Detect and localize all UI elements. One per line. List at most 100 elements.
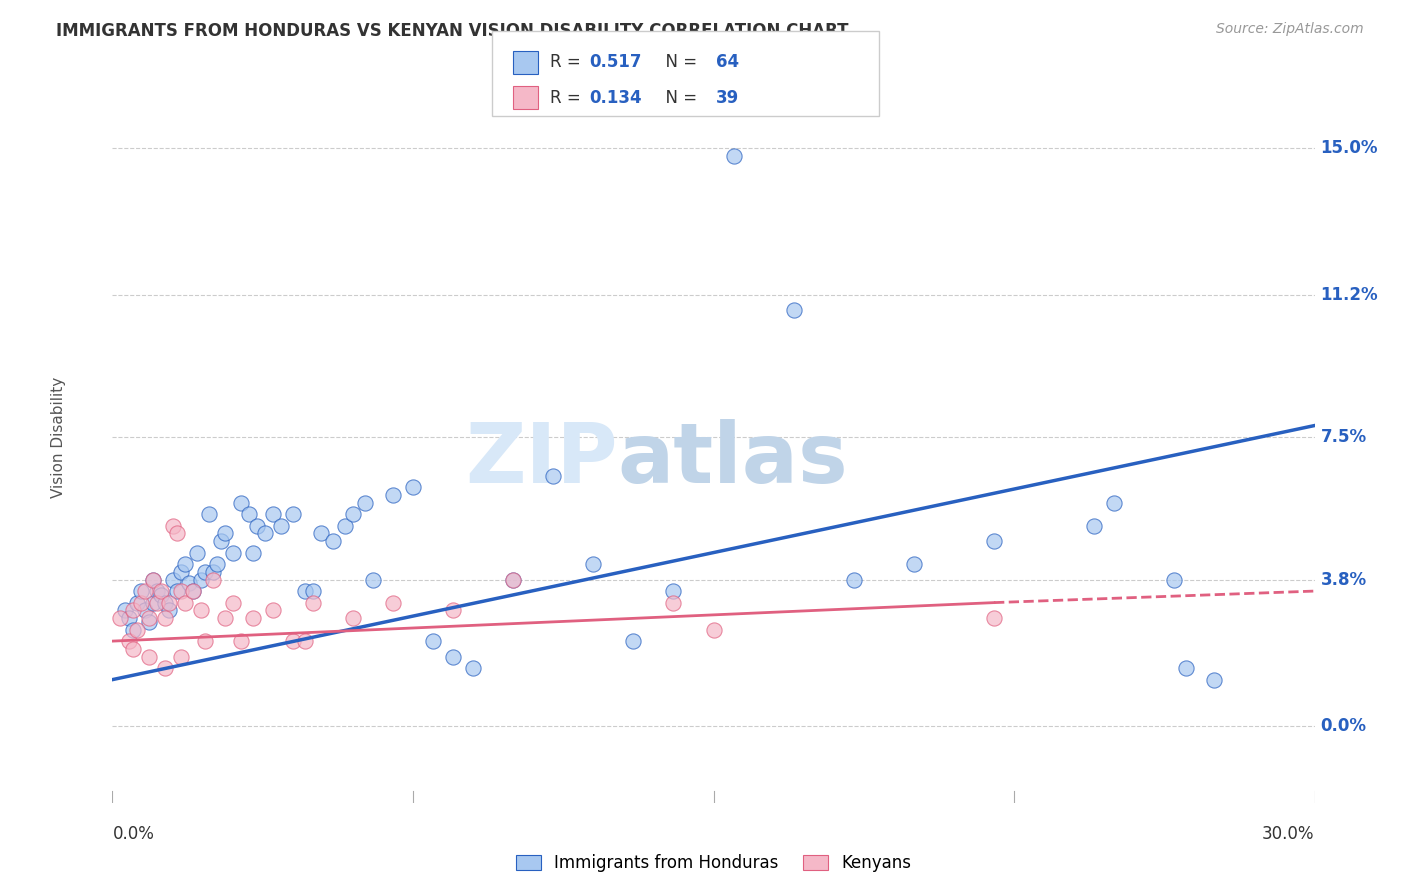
Point [110,611,132,625]
Point [197,507,219,521]
Text: 15.0%: 15.0% [1320,139,1378,157]
Point [270,518,292,533]
Point [361,573,384,587]
Point [138,615,160,629]
Point [1083,518,1105,533]
Point [190,603,212,617]
Point [149,588,172,602]
Point [169,649,191,664]
Text: 7.5%: 7.5% [1320,428,1367,446]
Point [582,557,605,571]
Text: 3.8%: 3.8% [1320,571,1367,589]
Text: 64: 64 [716,54,738,71]
Point [181,584,204,599]
Legend: Immigrants from Honduras, Kenyans: Immigrants from Honduras, Kenyans [509,847,918,879]
Point [294,634,316,648]
Text: 30.0%: 30.0% [1263,825,1315,843]
Point [402,480,425,494]
Point [222,545,245,559]
Text: Source: ZipAtlas.com: Source: ZipAtlas.com [1216,22,1364,37]
Point [157,596,180,610]
Point [309,526,332,541]
Point [294,584,316,599]
Point [246,518,269,533]
Point [145,596,167,610]
Text: 0.134: 0.134 [589,89,641,107]
Point [153,596,176,610]
Point [842,573,865,587]
Point [209,534,232,549]
Point [333,518,356,533]
Text: 0.0%: 0.0% [1320,717,1367,735]
Point [125,623,148,637]
Point [702,623,725,637]
Point [194,565,217,579]
Text: 39: 39 [716,89,740,107]
Point [342,611,364,625]
Point [138,611,160,625]
Point [238,507,260,521]
Point [166,526,188,541]
Point [281,634,304,648]
Text: R =: R = [550,89,586,107]
Point [354,495,377,509]
Point [141,573,163,587]
Point [157,603,180,617]
Point [422,634,444,648]
Point [201,565,224,579]
Point [141,596,163,610]
Point [162,518,184,533]
Point [173,557,195,571]
Point [322,534,344,549]
Point [166,584,188,599]
Point [242,545,264,559]
Point [194,634,217,648]
Point [177,576,200,591]
Point [214,611,236,625]
Point [301,584,323,599]
Point [441,649,464,664]
Text: 11.2%: 11.2% [1320,285,1378,303]
Point [342,507,364,521]
Point [129,584,152,599]
Text: R =: R = [550,54,586,71]
Text: IMMIGRANTS FROM HONDURAS VS KENYAN VISION DISABILITY CORRELATION CHART: IMMIGRANTS FROM HONDURAS VS KENYAN VISIO… [56,22,849,40]
Point [114,603,136,617]
Point [141,573,163,587]
Text: N =: N = [655,54,703,71]
Point [153,611,176,625]
Point [121,641,143,656]
Point [125,596,148,610]
Text: ZIP: ZIP [465,418,617,500]
Text: 0.0%: 0.0% [112,825,155,843]
Point [117,611,139,625]
Point [186,545,208,559]
Point [1102,495,1125,509]
Point [662,596,685,610]
Point [149,584,172,599]
Point [903,557,925,571]
Text: atlas: atlas [617,418,848,500]
Point [169,565,191,579]
Point [301,596,323,610]
Point [229,495,252,509]
Point [173,596,195,610]
Point [1163,573,1185,587]
Point [190,573,212,587]
Point [621,634,644,648]
Point [121,603,143,617]
Point [129,596,152,610]
Point [262,603,284,617]
Point [662,584,685,599]
Point [153,661,176,675]
Point [121,623,143,637]
Point [162,573,184,587]
Point [205,557,228,571]
Text: Vision Disability: Vision Disability [51,376,66,498]
Point [1204,673,1226,687]
Point [543,468,565,483]
Point [502,573,524,587]
Text: 0.517: 0.517 [589,54,641,71]
Point [983,611,1005,625]
Point [1175,661,1198,675]
